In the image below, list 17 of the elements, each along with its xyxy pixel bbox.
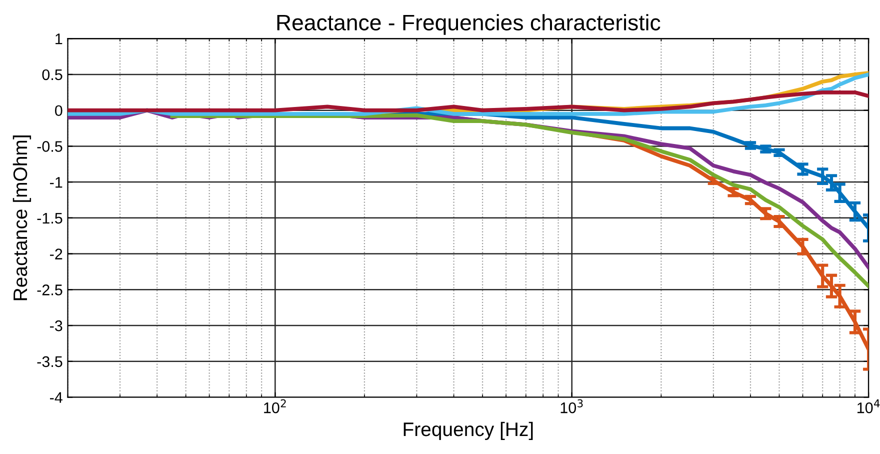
y-tick-label: -1.5 bbox=[37, 212, 62, 224]
y-tick-label: -1 bbox=[50, 177, 62, 188]
y-tick-label: 0.5 bbox=[42, 69, 62, 80]
y-tick-label: 1 bbox=[56, 34, 62, 44]
y-tick-label: -0.5 bbox=[37, 141, 62, 152]
chart-title: Reactance - Frequencies characteristic bbox=[277, 14, 660, 35]
y-tick-label: -4 bbox=[50, 392, 62, 403]
y-tick-label: -3.5 bbox=[37, 356, 62, 368]
y-tick-label: -2 bbox=[50, 248, 62, 260]
y-axis-title: Reactance [mOhm] bbox=[12, 136, 32, 300]
y-tick-label: -3 bbox=[50, 320, 62, 332]
x-tick-label: 10$^{3}$ bbox=[560, 399, 583, 414]
x-tick-label: 10$^{2}$ bbox=[264, 399, 286, 414]
y-tick-label: -2.5 bbox=[37, 284, 62, 296]
x-axis-title: Frequency [Hz] bbox=[404, 422, 533, 440]
y-tick-label: 0 bbox=[55, 105, 62, 116]
x-tick-label: 10$^{4}$ bbox=[858, 399, 880, 414]
